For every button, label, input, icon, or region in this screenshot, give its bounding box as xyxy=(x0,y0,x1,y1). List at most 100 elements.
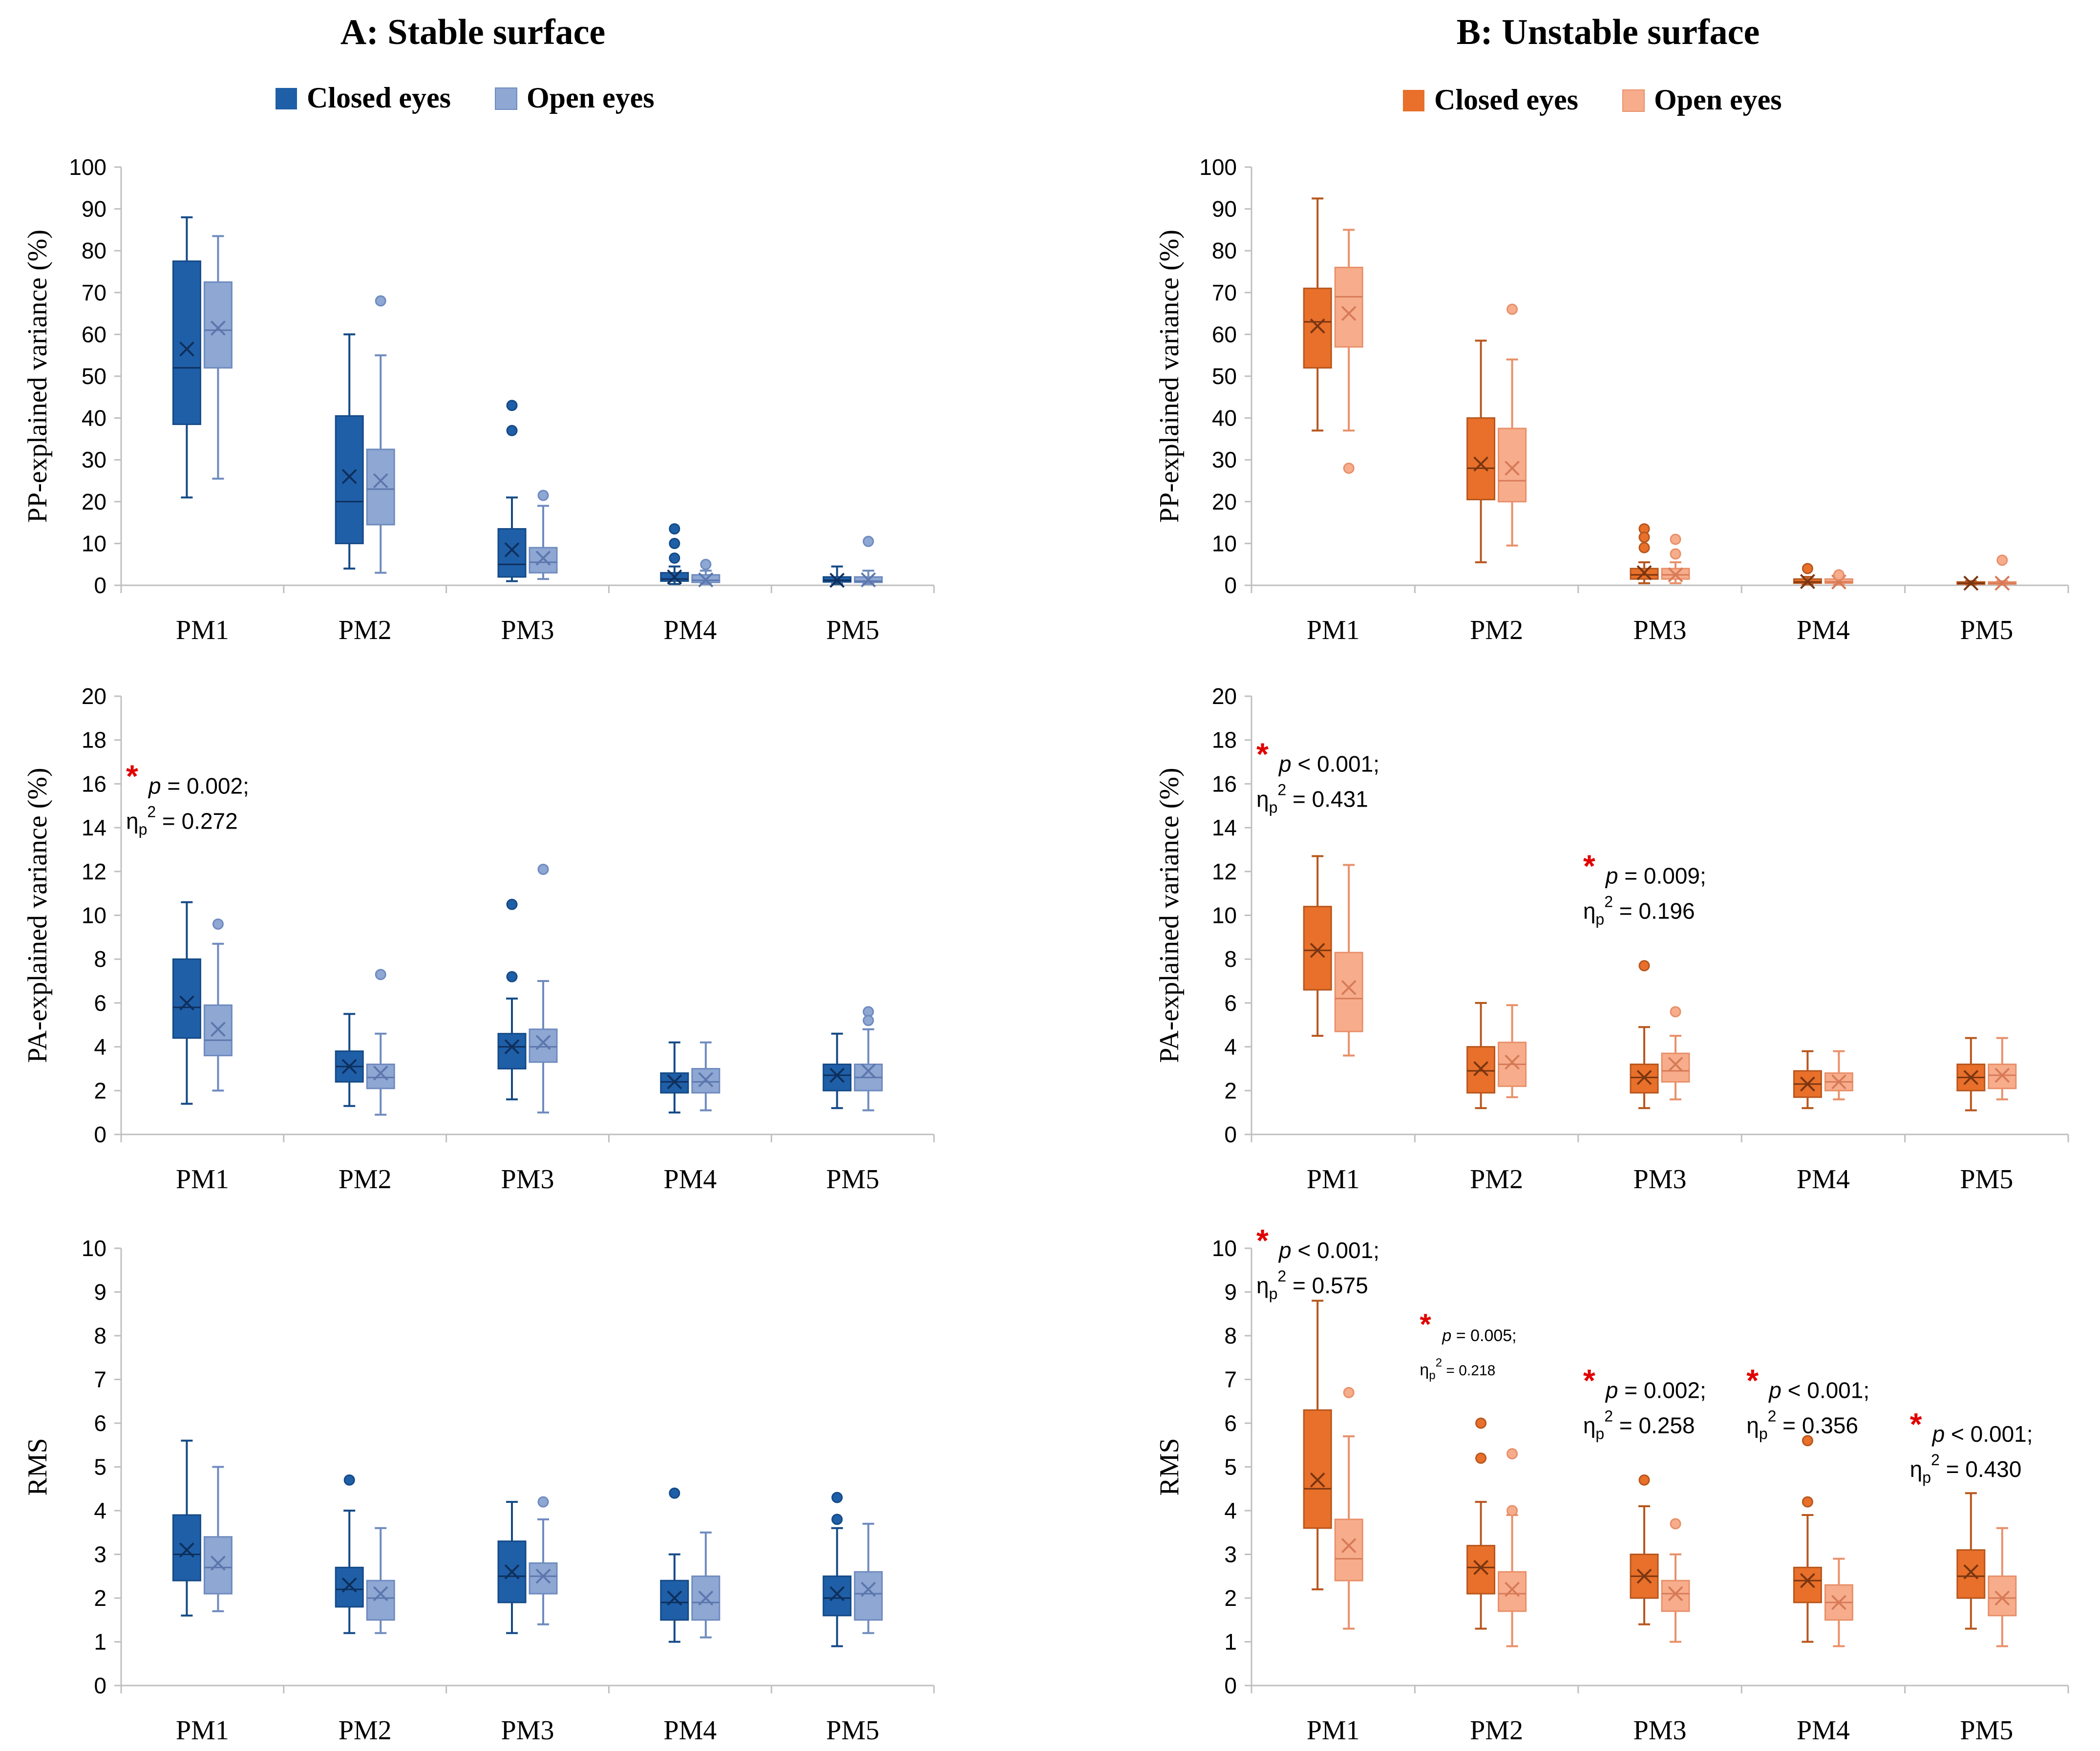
outlier-point xyxy=(375,295,386,307)
mean-marker xyxy=(341,1059,357,1074)
y-tick-label: 3 xyxy=(94,1542,106,1567)
y-tick-label: 12 xyxy=(82,859,106,884)
outlier-point xyxy=(1638,960,1650,972)
y-tick-label: 9 xyxy=(1224,1280,1237,1305)
effect-size-text: ηp2 = 0.258 xyxy=(1583,1407,1695,1442)
mean-marker xyxy=(829,1068,845,1083)
x-tick-label: PM2 xyxy=(339,615,392,645)
x-tick-label: PM1 xyxy=(176,615,229,645)
box-open-eyes-PM4 xyxy=(1824,1558,1853,1647)
box-open-eyes-PM5 xyxy=(1988,555,2017,591)
box-closed-eyes-PM2 xyxy=(1466,1417,1496,1630)
box-closed-eyes-PM5 xyxy=(1956,1492,1986,1630)
p-symbol: p xyxy=(148,773,161,798)
x-tick-label: PM4 xyxy=(663,615,717,645)
effect-size-text: ηp2 = 0.272 xyxy=(126,803,238,838)
box-closed-eyes-PM5 xyxy=(823,1032,852,1110)
mean-marker xyxy=(698,1072,714,1088)
eta-superscript: 2 xyxy=(1436,1356,1442,1369)
y-tick-label: 2 xyxy=(1224,1078,1237,1103)
y-axis-title: PA-explained variance (%) xyxy=(22,768,53,1063)
x-tick-label: PM4 xyxy=(663,1164,717,1195)
box-open-eyes-PM4 xyxy=(691,1531,721,1639)
y-tick-label: 7 xyxy=(1224,1367,1237,1392)
mean-marker xyxy=(504,542,520,557)
mean-marker xyxy=(1994,1068,2010,1083)
mean-marker xyxy=(210,1555,226,1571)
mean-marker xyxy=(698,572,714,588)
outlier-point xyxy=(1670,1518,1681,1530)
y-tick-label: 6 xyxy=(94,1410,106,1436)
box-open-eyes-PM2 xyxy=(366,1527,395,1634)
y-tick-label: 4 xyxy=(1224,1498,1237,1523)
box-open-eyes-PM4 xyxy=(691,558,721,588)
box-open-eyes-PM2 xyxy=(1498,303,1527,547)
box-iqr xyxy=(497,528,527,578)
box-open-eyes-PM2 xyxy=(1498,1448,1527,1647)
y-tick-label: 8 xyxy=(94,1323,106,1348)
y-tick-label: 2 xyxy=(94,1585,106,1611)
box-closed-eyes-PM4 xyxy=(660,523,689,585)
legend-label-open-eyes: Open eyes xyxy=(1654,84,1782,116)
box-closed-eyes-PM3 xyxy=(1630,960,1659,1110)
p-symbol: p xyxy=(1768,1377,1782,1403)
significance-star: * xyxy=(1256,737,1269,772)
y-axis-title: RMS xyxy=(22,1438,53,1495)
box-iqr xyxy=(497,1033,527,1069)
y-tick-label: 4 xyxy=(1224,1034,1237,1060)
y-tick-label: 0 xyxy=(94,573,106,598)
mean-marker xyxy=(1341,980,1357,995)
y-tick-label: 50 xyxy=(1212,363,1237,389)
box-open-eyes-PM2 xyxy=(1498,1004,1527,1098)
box-iqr xyxy=(1956,1549,1986,1599)
outlier-point xyxy=(1670,548,1681,560)
outlier-point xyxy=(1506,303,1518,315)
chart-panel-A3: 0 1 2 3 4 5 6 7 8 9 10 PM1 PM2 PM3 PM4 PM5 RMS xyxy=(22,1236,935,1746)
mean-marker xyxy=(179,1542,194,1558)
eta-value: = 0.272 xyxy=(156,808,238,833)
x-tick-label: PM4 xyxy=(663,1715,717,1746)
y-tick-label: 0 xyxy=(1224,573,1237,598)
mean-marker xyxy=(1505,460,1520,476)
x-tick-label: PM1 xyxy=(1307,1164,1360,1195)
y-tick-label: 2 xyxy=(94,1078,106,1103)
y-tick-label: 9 xyxy=(94,1280,106,1305)
mean-marker xyxy=(1310,318,1325,334)
y-tick-label: 60 xyxy=(1212,321,1237,347)
box-closed-eyes-PM2 xyxy=(1466,1002,1496,1110)
outlier-point xyxy=(669,523,680,534)
significance-star: * xyxy=(1420,1308,1431,1341)
significance-star: * xyxy=(1746,1363,1759,1398)
p-value: < 0.001; xyxy=(1782,1377,1869,1403)
box-iqr xyxy=(335,415,364,544)
x-tick-label: PM5 xyxy=(826,615,879,645)
y-tick-label: 2 xyxy=(1224,1585,1237,1611)
box-closed-eyes-PM2 xyxy=(335,1474,364,1634)
eta-value: = 0.218 xyxy=(1442,1363,1495,1379)
box-iqr xyxy=(1466,1545,1496,1595)
y-tick-label: 6 xyxy=(1224,990,1237,1016)
eta-superscript: 2 xyxy=(1768,1407,1777,1425)
eta-symbol: η xyxy=(1583,1412,1596,1438)
significance-star: * xyxy=(1910,1407,1922,1442)
box-iqr xyxy=(1334,952,1363,1032)
x-tick-label: PM2 xyxy=(339,1715,392,1746)
y-tick-label: 14 xyxy=(82,815,106,840)
mean-marker xyxy=(179,995,194,1011)
outlier-point xyxy=(669,537,680,549)
significance-annotation-PM3: * p = 0.002;ηp2 = 0.258 xyxy=(1583,1363,1706,1442)
box-iqr xyxy=(172,958,201,1039)
outlier-point xyxy=(1638,542,1650,554)
outlier-point xyxy=(1638,532,1650,543)
mean-marker xyxy=(1831,1074,1846,1089)
y-tick-label: 70 xyxy=(1212,280,1237,305)
p-value: = 0.002; xyxy=(1618,1377,1706,1403)
legend-label-closed-eyes: Closed eyes xyxy=(307,82,451,114)
y-tick-label: 10 xyxy=(1212,531,1237,556)
y-tick-label: 10 xyxy=(82,1236,106,1261)
y-tick-label: 100 xyxy=(69,154,106,180)
outlier-point xyxy=(1506,1448,1518,1460)
outlier-point xyxy=(831,1514,843,1525)
chart-panel-B3: 0 1 2 3 4 5 6 7 8 9 10 PM1 PM2 PM3 PM4 PM5 RMS * p < 0.001… xyxy=(1154,1223,2069,1746)
